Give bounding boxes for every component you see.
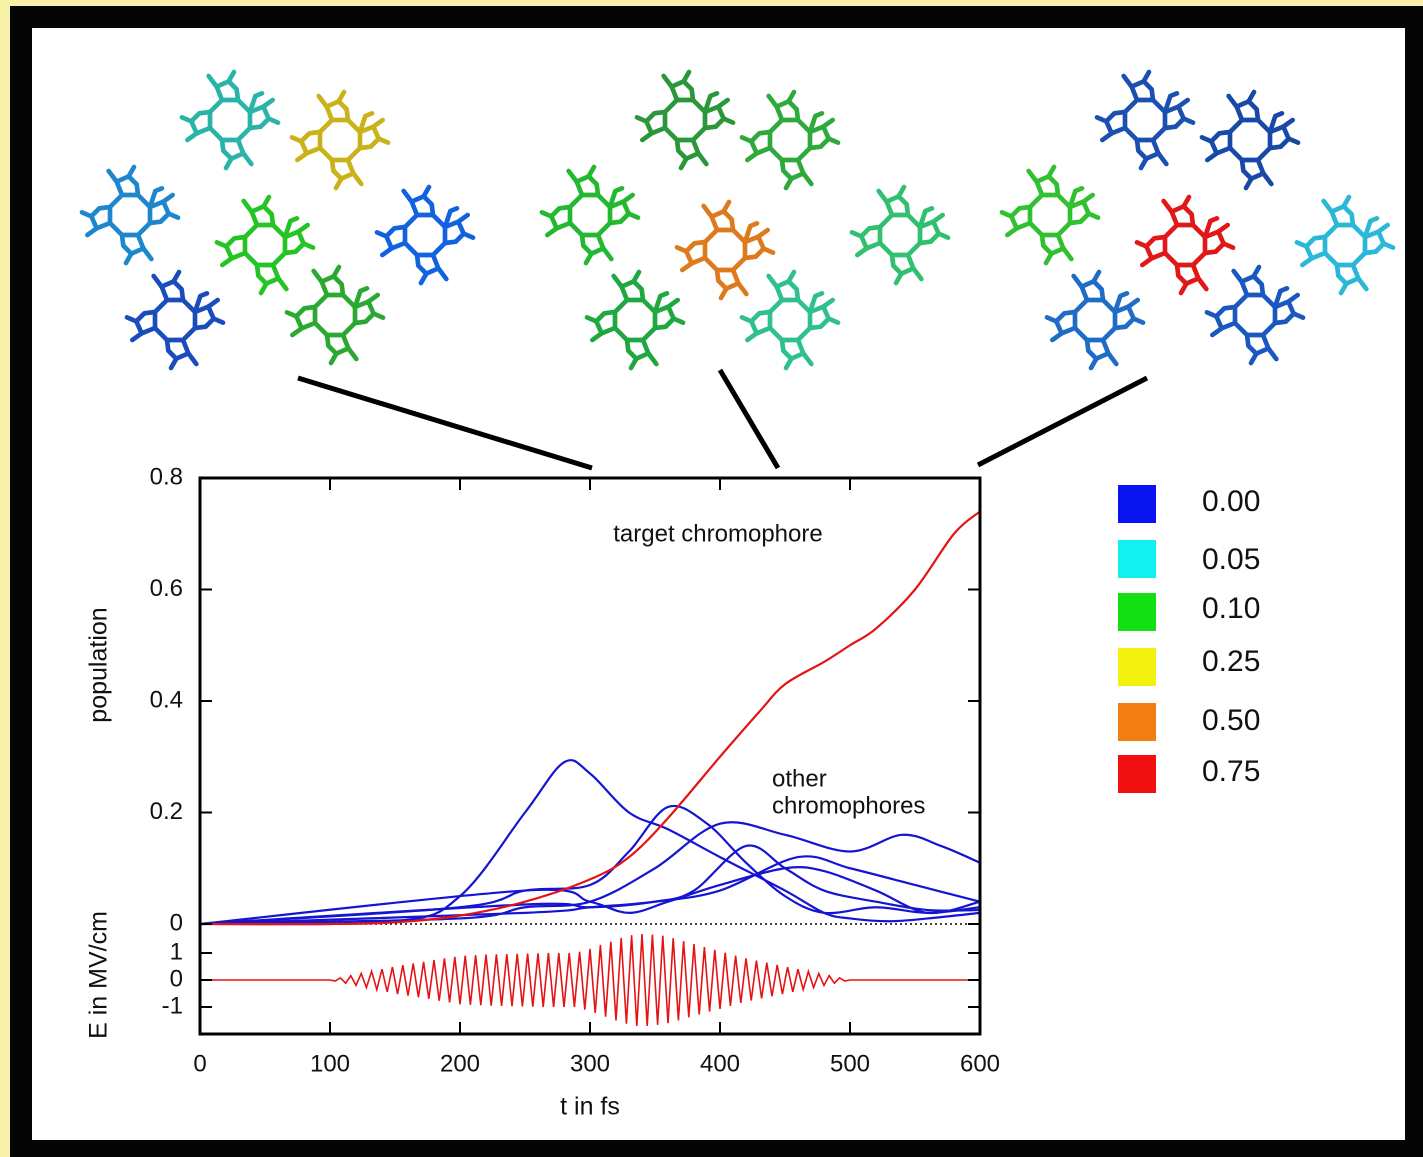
plot-frame [198,476,982,1036]
x-tick-label: 300 [570,1050,610,1077]
color-label: 0.50 [1202,704,1260,737]
y-tick-label: 0.6 [150,575,183,602]
series-line [199,866,981,926]
x-tick-label: 200 [440,1050,480,1077]
x-tick-label: 0 [193,1050,206,1077]
series-line [200,934,980,1026]
color-label: 0.05 [1202,543,1260,576]
annotation: target chromophore [613,520,822,547]
series-line [199,804,981,926]
color-label: 0.75 [1202,755,1260,788]
y-tick-label: 0.8 [150,463,183,490]
connector [976,375,1149,468]
series-line [199,821,981,926]
y-tick-label: 0 [170,909,183,936]
x-tick-label: 600 [960,1050,1000,1077]
x-tick-label: 500 [830,1050,870,1077]
color-label: 0.25 [1202,645,1260,678]
y-axis-label: E in MV/cm [85,911,113,1039]
connectors [297,368,1149,471]
x-axis-label: t in fs [560,1093,620,1121]
color-swatch [1118,485,1156,523]
y-tick-label: 0.2 [150,798,183,825]
connector [717,368,781,470]
series-line [199,759,981,926]
color-label: 0.00 [1202,485,1260,518]
color-swatch [1118,593,1156,631]
y-tick-label: 1 [170,938,183,965]
y-tick-label: -1 [162,992,183,1019]
color-swatch [1118,648,1156,686]
y-tick-label: 0.4 [150,686,183,713]
color-swatch [1118,540,1156,578]
annotation: chromophores [772,792,925,819]
x-tick-label: 100 [310,1050,350,1077]
series-line [199,855,981,926]
x-tick-label: 400 [700,1050,740,1077]
y-axis-label: population [85,607,113,722]
color-swatch [1118,755,1156,793]
panel [32,28,1405,1140]
connector [297,375,593,471]
color-label: 0.10 [1202,592,1260,625]
series-line [199,510,981,926]
color-swatch [1118,703,1156,741]
y-tick-label: 0 [170,965,183,992]
annotation: other [772,765,827,792]
